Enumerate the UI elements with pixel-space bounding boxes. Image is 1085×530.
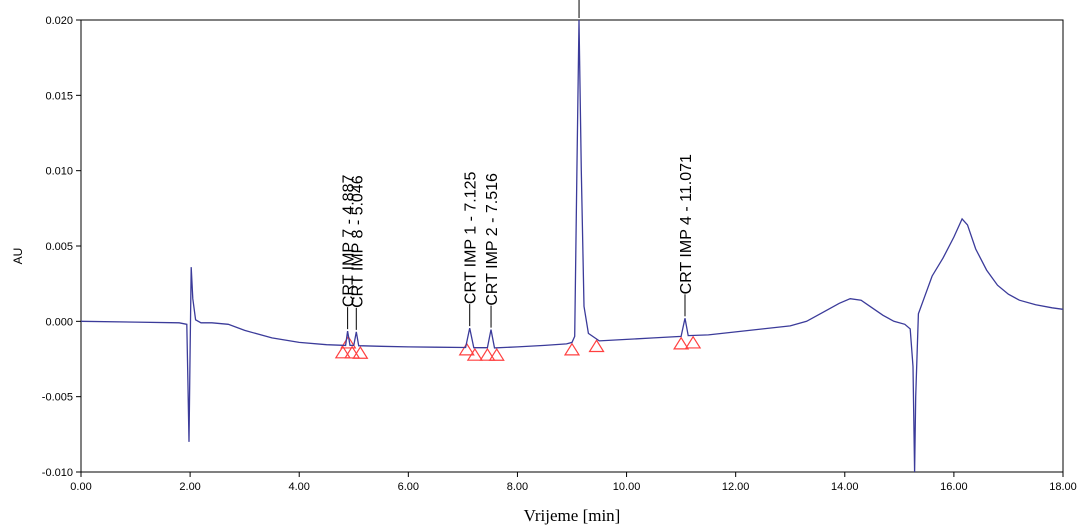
baseline-marker	[352, 345, 369, 359]
baseline-markers	[334, 335, 702, 361]
x-tick-label: 18.00	[1049, 481, 1077, 493]
x-tick-label: 14.00	[831, 481, 859, 493]
y-tick-label: 0.005	[45, 241, 73, 253]
x-tick-label: 12.00	[722, 481, 750, 493]
y-tick-label: 0.010	[45, 166, 73, 178]
y-axis-title: AU	[11, 248, 25, 265]
peak-label: CRT IMP 8 - 5.046	[349, 175, 366, 308]
y-tick-label: 0.020	[45, 15, 73, 27]
series-line	[80, 19, 1064, 473]
baseline-marker	[466, 347, 483, 361]
y-tick-label: -0.005	[42, 392, 73, 404]
y-tick-label: -0.010	[42, 467, 73, 479]
baseline-marker	[685, 335, 702, 349]
x-tick-label: 4.00	[289, 481, 310, 493]
x-tick-label: 8.00	[507, 481, 528, 493]
x-tick-label: 16.00	[940, 481, 968, 493]
baseline-marker	[479, 347, 496, 361]
peak-label: CRT IMP 1 - 7.125	[463, 172, 480, 305]
baseline-marker	[673, 336, 690, 350]
x-axis-title: Vrijeme [min]	[524, 506, 621, 525]
peak-label: CRT IMP 2 - 7.516	[484, 173, 501, 306]
baseline-marker	[334, 345, 351, 359]
y-tick-label: 0.015	[45, 90, 73, 102]
y-tick-label: 0.000	[45, 316, 73, 328]
baseline-marker	[344, 345, 361, 359]
x-tick-label: 2.00	[179, 481, 200, 493]
x-tick-label: 0.00	[70, 481, 91, 493]
x-tick-label: 10.00	[613, 481, 641, 493]
peak-label: CRT IMP 4 - 11.071	[678, 154, 695, 294]
baseline-marker	[458, 342, 475, 356]
baseline-marker	[563, 342, 581, 356]
baseline-marker	[340, 335, 357, 349]
baseline-marker	[488, 347, 505, 361]
y-axis: -0.010 -0.005 0.000 0.005 0.010 0.015 0.020	[42, 15, 81, 479]
baseline-marker	[588, 339, 605, 353]
x-tick-label: 6.00	[398, 481, 419, 493]
peak-label: CRT IMP 7 - 4.887	[341, 175, 358, 308]
x-axis: 0.00 2.00 4.00 6.00 8.00 10.00 12.00 14.00 16.00…	[70, 472, 1077, 493]
